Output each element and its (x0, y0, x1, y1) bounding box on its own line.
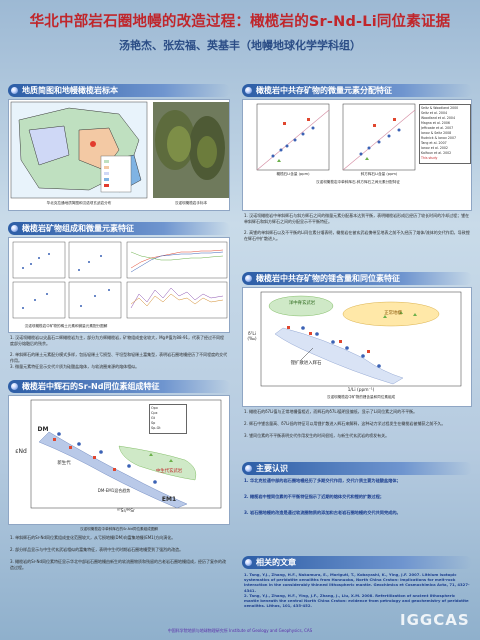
section-title: 主要认识 (256, 464, 288, 473)
section-header-mineralogy: 橄榄岩矿物组成和微量元素特征 (8, 222, 230, 235)
map-caption: 华北克拉通地质简图和汉诺坝玄武岩分布 (46, 201, 112, 205)
y-axis-label: δ⁷Li (‰) (247, 332, 257, 342)
legend-item: Rudnick & Ionov 2007 (421, 136, 457, 140)
ree-chart (12, 241, 228, 319)
poster-authors: 汤艳杰、张宏福、英基丰（地幔地球化学学科组） (119, 39, 361, 52)
figure-caption: 汉诺坝橄榄岩中矿物的稀土元素和微量元素配分图解 (24, 324, 108, 328)
section-title: 橄榄岩中辉石的Sr-Nd同位素组成特征 (22, 382, 160, 391)
section-title: 橄榄岩中共存矿物的锂含量和同位素特征 (256, 274, 400, 283)
paragraph: 1. 橄榄石的δ7Li值与正常地幔值相近，而辉石的δ7Li值明显偏低，显示了Li… (244, 409, 418, 414)
normal-mantle-label: 正常地幔 (384, 311, 402, 316)
legend-item: Sp-Gt (151, 426, 161, 430)
diffusion-label: 锂扩散进入辉石 (290, 361, 322, 366)
legend-item: Jeffcoate et al. 2007 (421, 126, 454, 130)
legend-item: Ionov et al. 2002 (421, 146, 448, 150)
legend-item: Cpx (151, 411, 158, 415)
conclusion-item: 2. 橄榄岩中锂同位素的不平衡特征指示了近期的熔体交代和锂的扩散过程； (244, 494, 384, 499)
legend-item: Opx (151, 406, 158, 410)
bullet-icon (245, 465, 252, 472)
section-title: 地质简图和地幔橄榄岩标本 (22, 86, 118, 95)
section-title: 相关的文章 (256, 558, 296, 567)
bullet-icon (245, 275, 252, 282)
lithium-chart (260, 291, 462, 387)
bullet-icon (245, 87, 252, 94)
conclusion-item: 1. 华北克拉通中部的岩石圈地幔经历了多期交代作用，交代介质主要为硅酸盐熔体； (244, 478, 401, 483)
paragraph: 2. 高锂的单斜辉石以及不平衡的Li同位素分馏表明，橄榄岩在被玄武岩携带至地表之… (244, 230, 470, 241)
paragraph: 3. 微量元素特征显示交代介质为硅酸盐熔体，与软流圈来源的熔体相似。 (10, 364, 140, 369)
section-header-references: 相关的文章 (242, 556, 472, 569)
em1-label: EM1 (161, 496, 177, 503)
legend-item: Woodland et al. 2004 (421, 116, 455, 120)
paragraph: 2. 部分样品显示与中生代玄武岩相似的富集特征，表明中生代时期岩石圈地幔受到了强… (10, 547, 184, 552)
x-axis-label: 橄榄石Li含量 (ppm) (276, 172, 310, 176)
watermark-logo: IGGCAS (400, 611, 470, 629)
bullet-icon (245, 559, 252, 566)
paragraph: 3. 橄榄岩的Sr-Nd同位素特征显示华北中部岩石圈地幔由新生的软流圈物质和残留… (10, 559, 226, 570)
section-header-distribution: 橄榄岩中共存矿物的微量元素分配特征 (242, 84, 472, 97)
mixing-label: DM-EM1混合趋势 (97, 488, 131, 493)
legend-item: This study (421, 156, 438, 160)
mesozoic-label: 中生代玄武岩 (155, 469, 183, 474)
paragraph: 1. 汉诺坝橄榄岩以尖晶石二辉橄榄岩为主，部分为方辉橄榄岩，矿物组成变化较大，M… (10, 335, 225, 346)
section-title: 橄榄岩中共存矿物的微量元素分配特征 (256, 86, 392, 95)
x-axis-label: ⁸⁷Sr/⁸⁶Sr (117, 509, 135, 514)
cenozoic-label: 新生代 (57, 461, 71, 466)
lithium-panel: 洋中脊玄武岩 正常地幔 锂扩散进入辉石 δ⁷Li (‰) 1/Li (ppm⁻¹… (242, 287, 472, 407)
bullet-icon (11, 383, 18, 390)
legend-item: Magna et al. 2006 (421, 121, 450, 125)
ree-panel: 汉诺坝橄榄岩中矿物的稀土元素和微量元素配分图解 (8, 237, 230, 333)
map-panel: 华北克拉通地质简图和汉诺坝玄武岩分布 汉诺坝橄榄岩手标本 (8, 99, 230, 211)
legend-item: Ionov & Seitz 2008 (421, 131, 452, 135)
figure-caption: 汉诺坝橄榄岩中单斜辉石-斜方辉石之间元素分配特征 (316, 180, 400, 184)
srnd-panel: Opx Cpx Gt Sp Sp-Gt DM EM1 中生代玄武岩 新生代 DM… (8, 395, 230, 525)
figure-caption: 汉诺坝橄榄岩中矿物的锂含量和同位素组成 (326, 395, 396, 399)
figure-caption: 汉诺坝橄榄岩中单斜辉石的Sr-Nd同位素组成图解 (79, 527, 159, 531)
geologic-map-figure (10, 101, 229, 199)
x-axis-label: 斜方辉石Li含量 (ppm) (360, 172, 398, 176)
paragraph: 1. 单斜辉石的Sr-Nd同位素组成变化范围较大，从亏损地幔(DM)向富集地幔(… (10, 535, 176, 540)
reference-legend: Seitz & Woodland 2000 Seitz et al. 2004 … (419, 104, 471, 164)
legend-item: Seitz et al. 2004 (421, 111, 448, 115)
section-title: 橄榄岩矿物组成和微量元素特征 (22, 224, 134, 233)
legend-item: Sp (151, 421, 156, 425)
reference-item: 1. Tang, Y.J., Zhang, H.F., Nakamura, E.… (244, 572, 470, 593)
footer-institution: 中国科学院地质与地球物理研究所 Institute of Geology and… (167, 628, 313, 633)
section-header-lithium: 橄榄岩中共存矿物的锂含量和同位素特征 (242, 272, 472, 285)
distribution-chart (256, 103, 416, 171)
reference-item: 2. Tang, Y.J., Zhang, H.F., Ying, J.F., … (244, 593, 469, 609)
x-axis-label: 1/Li (ppm⁻¹) (347, 388, 375, 393)
y-axis-label: εNd (15, 448, 27, 455)
bullet-icon (11, 87, 18, 94)
section-header-conclusions: 主要认识 (242, 462, 472, 475)
paragraph: 2. 单斜辉石的稀土元素配分模式多样，包括轻稀土亏损型、平坦型和轻稀土富集型，表… (10, 352, 228, 363)
legend-item: Tang et al. 2007 (421, 141, 447, 145)
dm-label: DM (37, 426, 49, 433)
conclusion-item: 3. 岩石圈地幔的改造是通过软流圈物质的添加和古老岩石圈地幔的交代共同完成的。 (244, 510, 401, 515)
srnd-legend: Opx Cpx Gt Sp Sp-Gt (149, 404, 187, 434)
poster-title: 华北中部岩石圈地幔的改造过程：橄榄岩的Sr-Nd-Li同位素证据 (29, 14, 451, 30)
legend-item: Seitz & Woodland 2000 (421, 106, 459, 110)
paragraph: 2. 辉石中锂含量高、δ7Li低的特征可以用锂扩散进入辉石来解释，这种动力学过程… (244, 421, 446, 426)
section-header-map: 地质简图和地幔橄榄岩标本 (8, 84, 230, 97)
paragraph: 1. 汉诺坝橄榄岩中单斜辉石与斜方辉石之间的微量元素分配基本达到平衡，表明橄榄岩… (244, 213, 470, 224)
section-header-srnd: 橄榄岩中辉石的Sr-Nd同位素组成特征 (8, 380, 230, 393)
legend-item: Gt (151, 416, 155, 420)
legend-item: Kalfoun et al. 2002 (421, 151, 452, 155)
bullet-icon (11, 225, 18, 232)
distribution-panel: Seitz & Woodland 2000 Seitz et al. 2004 … (242, 99, 472, 211)
srnd-chart (30, 399, 222, 509)
mor-label: 洋中脊玄武岩 (288, 301, 316, 306)
paragraph: 3. 锂同位素的不平衡表明交代作用发生的时间很短，与新生代玄武岩的喷发有关。 (244, 433, 390, 438)
photo-caption: 汉诺坝橄榄岩手标本 (174, 201, 208, 205)
